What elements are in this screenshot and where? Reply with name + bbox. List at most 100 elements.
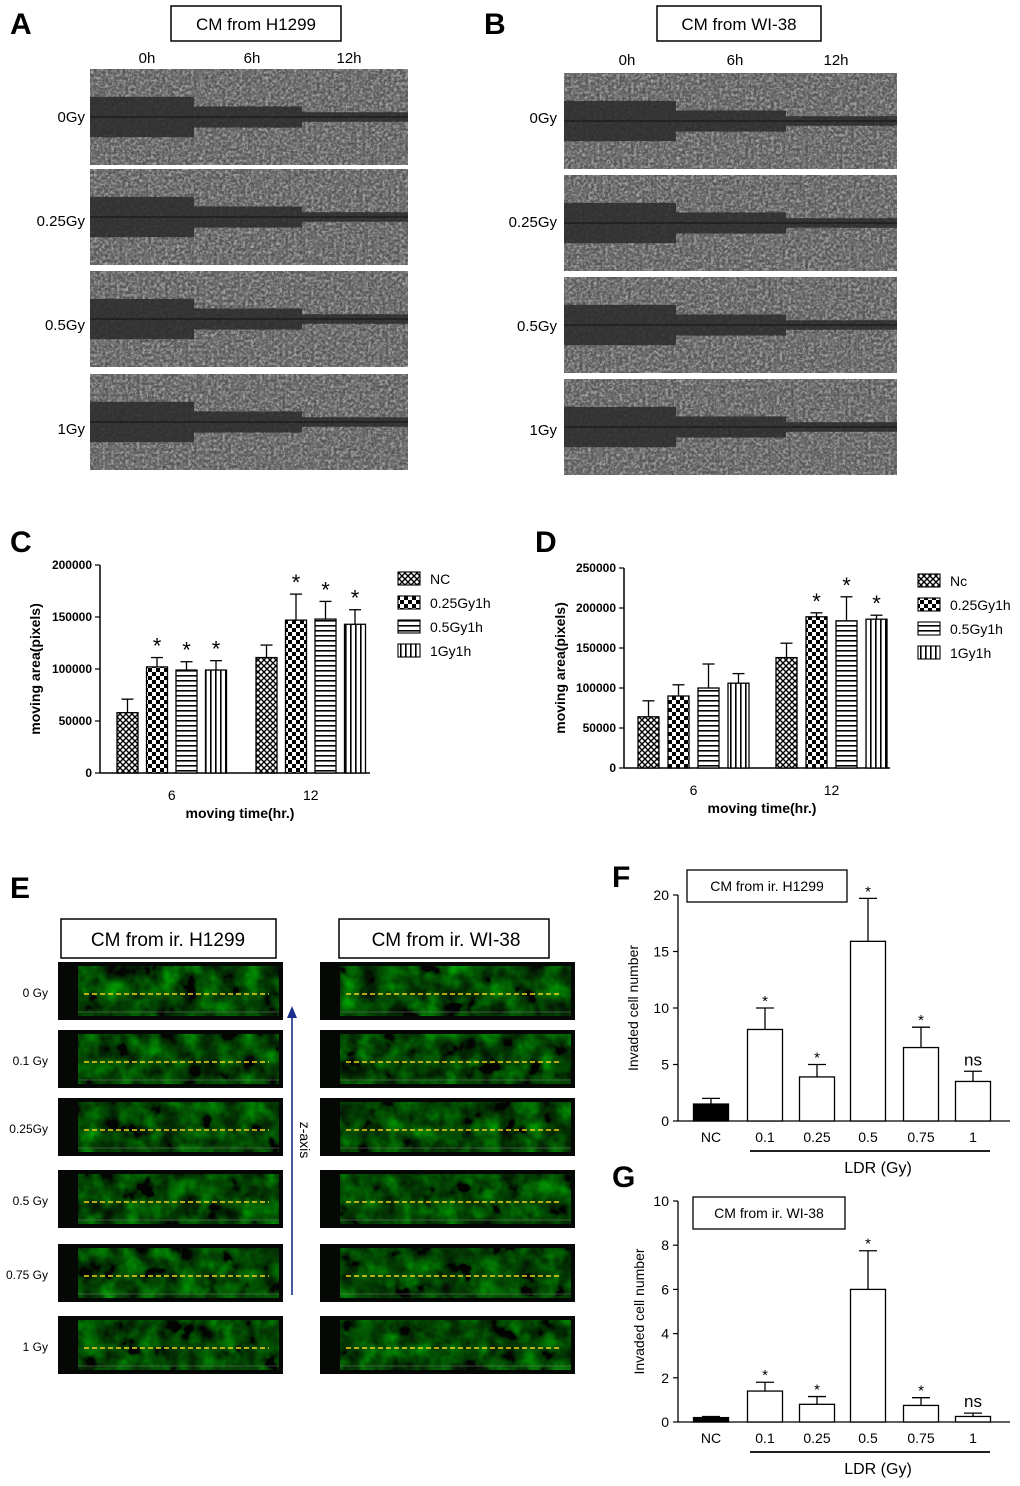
panel-c: C 0 50000 100000 150000 200000 moving area(pi… (10, 526, 491, 821)
panel-letter-g: G (612, 1161, 635, 1194)
significance-marker: * (918, 1383, 924, 1400)
significance-marker: * (182, 638, 191, 663)
y-tick-label: 2 (661, 1370, 669, 1386)
y-axis-label: moving area(pixels) (27, 603, 43, 735)
significance-marker: ns (964, 1392, 982, 1411)
bar (204, 669, 228, 774)
bar (902, 1046, 940, 1122)
x-tick-label: 1 (969, 1430, 977, 1446)
significance-marker: * (814, 1050, 820, 1067)
y-tick-label: 15 (653, 944, 669, 960)
significance-marker: * (865, 883, 871, 900)
confocal-fluorescence (340, 1174, 571, 1224)
significance-marker: * (814, 1382, 820, 1399)
x-tick-label: 6 (168, 787, 176, 803)
bar (746, 1390, 784, 1423)
bar (775, 656, 798, 769)
legend-swatch (397, 643, 421, 658)
y-tick-label: 50000 (583, 721, 617, 735)
x-tick-label: NC (701, 1129, 721, 1145)
bar (284, 619, 308, 774)
x-tick-label: 0.75 (907, 1129, 934, 1145)
y-tick-label: 50000 (59, 714, 93, 728)
y-tick-label: 0 (85, 766, 92, 780)
bar (692, 1103, 730, 1122)
y-tick-label: 100000 (52, 662, 92, 676)
confocal-dose-label: 0.1 Gy (13, 1054, 48, 1068)
panel-e-left-title: CM from ir. H1299 (91, 930, 245, 951)
confocal-dose-label: 0 Gy (23, 986, 48, 1000)
confocal-dose-label: 1 Gy (23, 1340, 48, 1354)
legend-label: 0.25Gy1h (950, 597, 1011, 613)
x-tick-label: 1 (969, 1129, 977, 1145)
z-axis-label: z-axis (297, 1122, 313, 1159)
panel-b: B CM from WI-38 0h 6h 12h 0Gy 0.25Gy 0.5… (484, 5, 897, 475)
confocal-fluorescence (78, 1320, 279, 1370)
legend-swatch (917, 573, 941, 588)
x-tick-label: 0.5 (858, 1430, 878, 1446)
bar (954, 1415, 992, 1423)
y-tick-label: 150000 (576, 641, 616, 655)
dose-label-0.5gy: 0.5Gy (45, 317, 86, 334)
y-tick-label: 200000 (52, 558, 92, 572)
x-tick-label: 0.1 (755, 1430, 775, 1446)
legend-swatch (917, 621, 941, 636)
legend-swatch (397, 571, 421, 586)
dose-label-0gy: 0Gy (57, 109, 85, 126)
significance-marker: * (292, 570, 301, 595)
bar (145, 666, 169, 774)
legend-label: 0.25Gy1h (430, 595, 491, 611)
y-tick-label: 0 (661, 1113, 669, 1129)
panel-e: E CM from ir. H1299 CM from ir. WI-38 0 … (6, 872, 575, 1374)
significance-marker: * (351, 586, 360, 611)
confocal-fluorescence (78, 1102, 279, 1152)
dose-label-1gy: 1Gy (57, 421, 85, 438)
dose-label-0.5gy: 0.5Gy (517, 318, 558, 335)
y-tick-label: 6 (661, 1281, 669, 1297)
time-label-12h: 12h (823, 52, 848, 69)
bar (746, 1028, 784, 1122)
x-tick-label: 0.5 (858, 1129, 878, 1145)
y-tick-label: 8 (661, 1237, 669, 1253)
bar (116, 712, 139, 774)
legend-label: NC (430, 571, 450, 587)
legend-label: 1Gy1h (950, 645, 991, 661)
dose-label-0.25gy: 0.25Gy (509, 214, 558, 231)
chart-d: 0 50000 100000 150000 200000 250000 moving are… (552, 561, 1011, 816)
panel-letter-b: B (484, 8, 506, 41)
significance-marker: * (918, 1012, 924, 1029)
bar (175, 669, 198, 774)
significance-marker: * (762, 1367, 768, 1384)
bar (805, 616, 828, 769)
y-tick-label: 250000 (576, 561, 616, 575)
significance-marker: * (872, 591, 881, 616)
legend-swatch (397, 619, 421, 634)
confocal-fluorescence (340, 966, 571, 1016)
significance-marker: ns (964, 1050, 982, 1069)
x-axis-label: moving time(hr.) (708, 800, 817, 816)
bar (343, 623, 367, 774)
x-tick-label: 0.25 (803, 1430, 830, 1446)
dose-label-0.25gy: 0.25Gy (37, 213, 86, 230)
panel-a: A CM from H1299 0h 6h 12h 0Gy 0.25Gy 0.5… (10, 5, 408, 470)
confocal-dose-label: 0.75 Gy (6, 1268, 48, 1282)
chart-c: 0 50000 100000 150000 200000 moving area(pixe… (27, 558, 491, 821)
bar (667, 695, 690, 769)
x-tick-label: 12 (824, 782, 840, 798)
chart-title-box (692, 1196, 846, 1230)
chart-g: 0 2 4 6 8 10 Invaded cell number CM from ir. WI… (631, 1193, 1010, 1478)
x-tick-label: 6 (690, 782, 698, 798)
y-tick-label: 0 (609, 761, 616, 775)
panel-f: F 0 5 10 15 20 Invaded cell number CM from ir.… (612, 861, 1010, 1177)
significance-marker: * (153, 634, 162, 659)
bar (849, 1288, 887, 1423)
legend-label: 1Gy1h (430, 643, 471, 659)
confocal-fluorescence (340, 1320, 571, 1370)
x-tick-label: 0.25 (803, 1129, 830, 1145)
scratch-assay-images-a (90, 69, 408, 470)
confocal-images: 0 Gy 0.1 Gy 0.25Gy 0.5 Gy 0.75 Gy 1 Gy (6, 962, 575, 1374)
significance-marker: * (762, 993, 768, 1010)
bar (835, 620, 858, 769)
confocal-fluorescence (340, 1102, 571, 1152)
